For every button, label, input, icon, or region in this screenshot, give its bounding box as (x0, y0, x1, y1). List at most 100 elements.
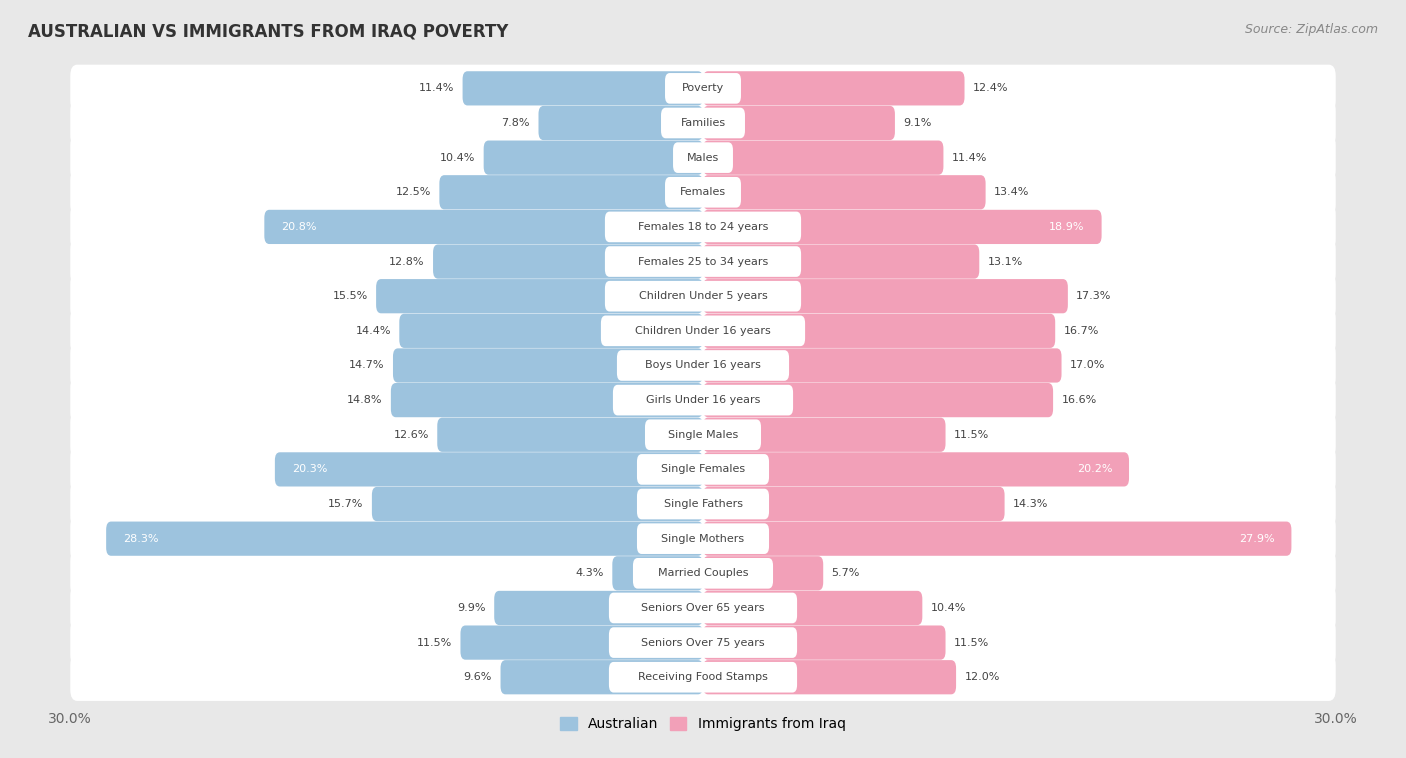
Text: Single Males: Single Males (668, 430, 738, 440)
Text: 11.4%: 11.4% (419, 83, 454, 93)
Text: 15.5%: 15.5% (332, 291, 368, 301)
FancyBboxPatch shape (70, 307, 1336, 355)
FancyBboxPatch shape (70, 481, 1336, 528)
FancyBboxPatch shape (661, 108, 745, 138)
Text: 11.5%: 11.5% (416, 637, 453, 647)
Text: 9.9%: 9.9% (457, 603, 486, 613)
Text: 9.6%: 9.6% (464, 672, 492, 682)
Text: 16.7%: 16.7% (1063, 326, 1099, 336)
Text: Females 25 to 34 years: Females 25 to 34 years (638, 256, 768, 267)
Text: 10.4%: 10.4% (440, 152, 475, 163)
Text: Families: Families (681, 118, 725, 128)
FancyBboxPatch shape (463, 71, 703, 105)
FancyBboxPatch shape (70, 168, 1336, 216)
Text: Children Under 5 years: Children Under 5 years (638, 291, 768, 301)
FancyBboxPatch shape (394, 349, 703, 383)
Text: 11.4%: 11.4% (952, 152, 987, 163)
FancyBboxPatch shape (609, 628, 797, 658)
FancyBboxPatch shape (605, 211, 801, 243)
FancyBboxPatch shape (264, 210, 703, 244)
Text: 15.7%: 15.7% (328, 499, 363, 509)
FancyBboxPatch shape (605, 246, 801, 277)
FancyBboxPatch shape (703, 522, 1292, 556)
FancyBboxPatch shape (600, 315, 806, 346)
Text: 12.0%: 12.0% (965, 672, 1000, 682)
Text: 14.3%: 14.3% (1012, 499, 1049, 509)
Text: Poverty: Poverty (682, 83, 724, 93)
Text: 5.7%: 5.7% (832, 568, 860, 578)
FancyBboxPatch shape (703, 625, 945, 659)
FancyBboxPatch shape (371, 487, 703, 522)
Text: Girls Under 16 years: Girls Under 16 years (645, 395, 761, 405)
Text: 12.5%: 12.5% (395, 187, 432, 197)
FancyBboxPatch shape (70, 446, 1336, 493)
FancyBboxPatch shape (70, 653, 1336, 701)
FancyBboxPatch shape (437, 418, 703, 452)
FancyBboxPatch shape (70, 64, 1336, 112)
FancyBboxPatch shape (609, 593, 797, 623)
FancyBboxPatch shape (495, 590, 703, 625)
FancyBboxPatch shape (617, 350, 789, 381)
FancyBboxPatch shape (433, 244, 703, 279)
FancyBboxPatch shape (633, 558, 773, 589)
Text: 12.4%: 12.4% (973, 83, 1008, 93)
FancyBboxPatch shape (703, 71, 965, 105)
FancyBboxPatch shape (70, 134, 1336, 181)
FancyBboxPatch shape (665, 177, 741, 208)
Text: AUSTRALIAN VS IMMIGRANTS FROM IRAQ POVERTY: AUSTRALIAN VS IMMIGRANTS FROM IRAQ POVER… (28, 23, 509, 41)
FancyBboxPatch shape (501, 660, 703, 694)
Text: Children Under 16 years: Children Under 16 years (636, 326, 770, 336)
Text: Boys Under 16 years: Boys Under 16 years (645, 361, 761, 371)
Text: Females 18 to 24 years: Females 18 to 24 years (638, 222, 768, 232)
FancyBboxPatch shape (637, 523, 769, 554)
FancyBboxPatch shape (70, 584, 1336, 631)
FancyBboxPatch shape (70, 411, 1336, 459)
Text: 18.9%: 18.9% (1049, 222, 1084, 232)
Text: 20.8%: 20.8% (281, 222, 316, 232)
Text: Married Couples: Married Couples (658, 568, 748, 578)
FancyBboxPatch shape (703, 140, 943, 175)
FancyBboxPatch shape (703, 556, 824, 590)
Text: 4.3%: 4.3% (575, 568, 605, 578)
FancyBboxPatch shape (107, 522, 703, 556)
Text: Males: Males (688, 152, 718, 163)
FancyBboxPatch shape (70, 377, 1336, 424)
FancyBboxPatch shape (70, 203, 1336, 251)
FancyBboxPatch shape (377, 279, 703, 313)
FancyBboxPatch shape (613, 556, 703, 590)
Legend: Australian, Immigrants from Iraq: Australian, Immigrants from Iraq (555, 712, 851, 737)
FancyBboxPatch shape (484, 140, 703, 175)
FancyBboxPatch shape (605, 281, 801, 312)
FancyBboxPatch shape (70, 238, 1336, 285)
FancyBboxPatch shape (673, 143, 733, 173)
FancyBboxPatch shape (703, 244, 979, 279)
Text: 14.4%: 14.4% (356, 326, 391, 336)
Text: 20.3%: 20.3% (292, 465, 328, 475)
FancyBboxPatch shape (703, 418, 945, 452)
FancyBboxPatch shape (703, 349, 1062, 383)
FancyBboxPatch shape (703, 660, 956, 694)
Text: 14.7%: 14.7% (349, 361, 385, 371)
Text: 7.8%: 7.8% (502, 118, 530, 128)
FancyBboxPatch shape (538, 106, 703, 140)
Text: 27.9%: 27.9% (1239, 534, 1275, 543)
Text: 13.1%: 13.1% (987, 256, 1024, 267)
FancyBboxPatch shape (703, 210, 1102, 244)
FancyBboxPatch shape (703, 590, 922, 625)
Text: 17.3%: 17.3% (1077, 291, 1112, 301)
FancyBboxPatch shape (70, 99, 1336, 147)
Text: 13.4%: 13.4% (994, 187, 1029, 197)
Text: 28.3%: 28.3% (124, 534, 159, 543)
Text: Receiving Food Stamps: Receiving Food Stamps (638, 672, 768, 682)
Text: Source: ZipAtlas.com: Source: ZipAtlas.com (1244, 23, 1378, 36)
Text: 17.0%: 17.0% (1070, 361, 1105, 371)
FancyBboxPatch shape (70, 515, 1336, 562)
Text: 14.8%: 14.8% (347, 395, 382, 405)
FancyBboxPatch shape (609, 662, 797, 693)
FancyBboxPatch shape (665, 73, 741, 104)
FancyBboxPatch shape (703, 279, 1069, 313)
Text: 16.6%: 16.6% (1062, 395, 1097, 405)
FancyBboxPatch shape (391, 383, 703, 417)
FancyBboxPatch shape (637, 489, 769, 519)
FancyBboxPatch shape (703, 383, 1053, 417)
